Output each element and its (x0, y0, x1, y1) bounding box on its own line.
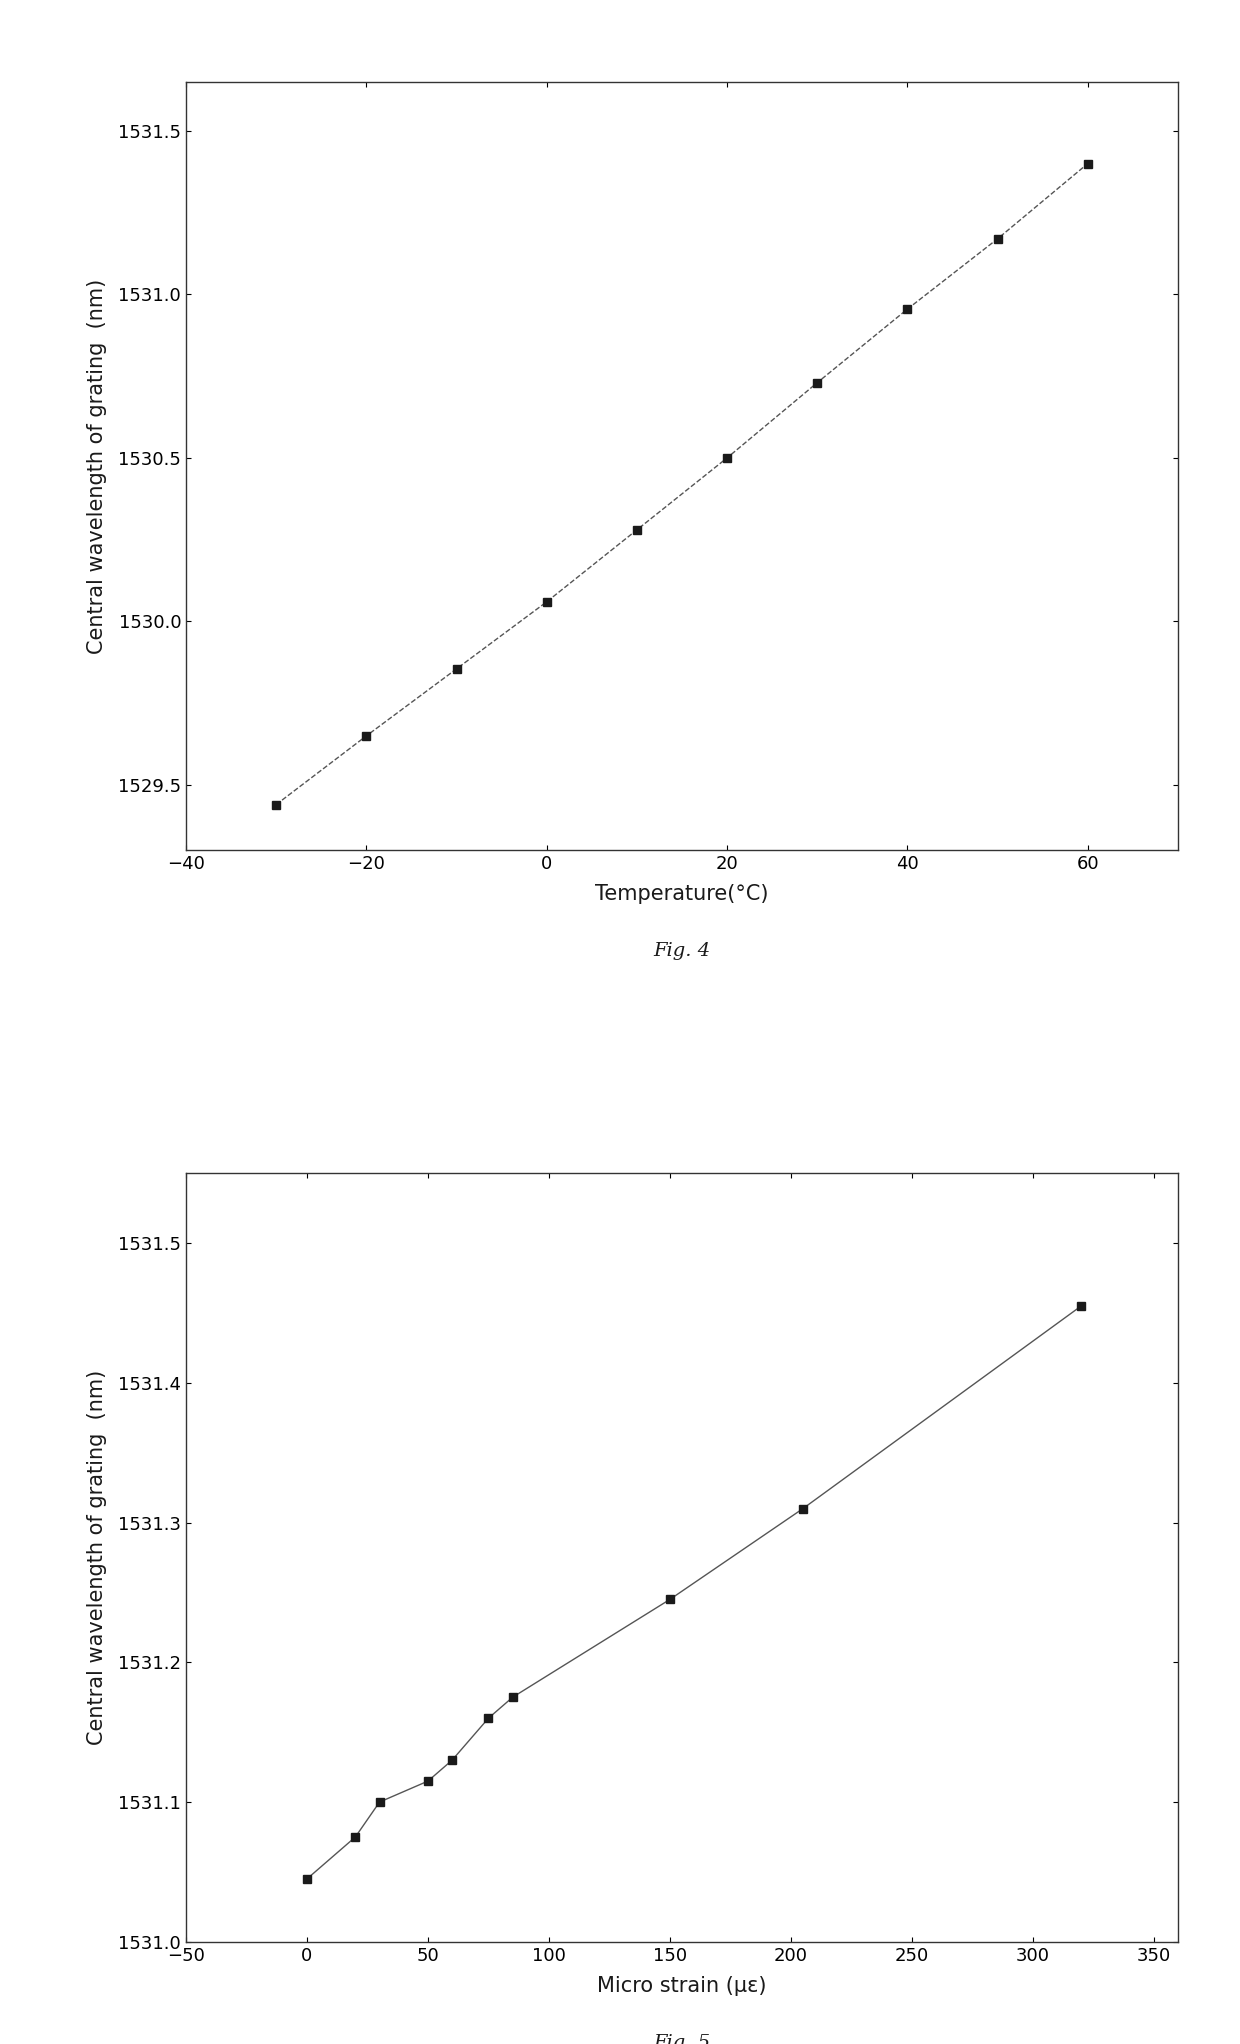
Text: Fig. 5: Fig. 5 (653, 2034, 711, 2044)
Y-axis label: Central wavelength of grating  (nm): Central wavelength of grating (nm) (87, 1369, 107, 1746)
Y-axis label: Central wavelength of grating  (nm): Central wavelength of grating (nm) (87, 278, 107, 654)
X-axis label: Temperature(°C): Temperature(°C) (595, 885, 769, 903)
X-axis label: Micro strain (με): Micro strain (με) (598, 1977, 766, 1995)
Text: Fig. 4: Fig. 4 (653, 942, 711, 961)
